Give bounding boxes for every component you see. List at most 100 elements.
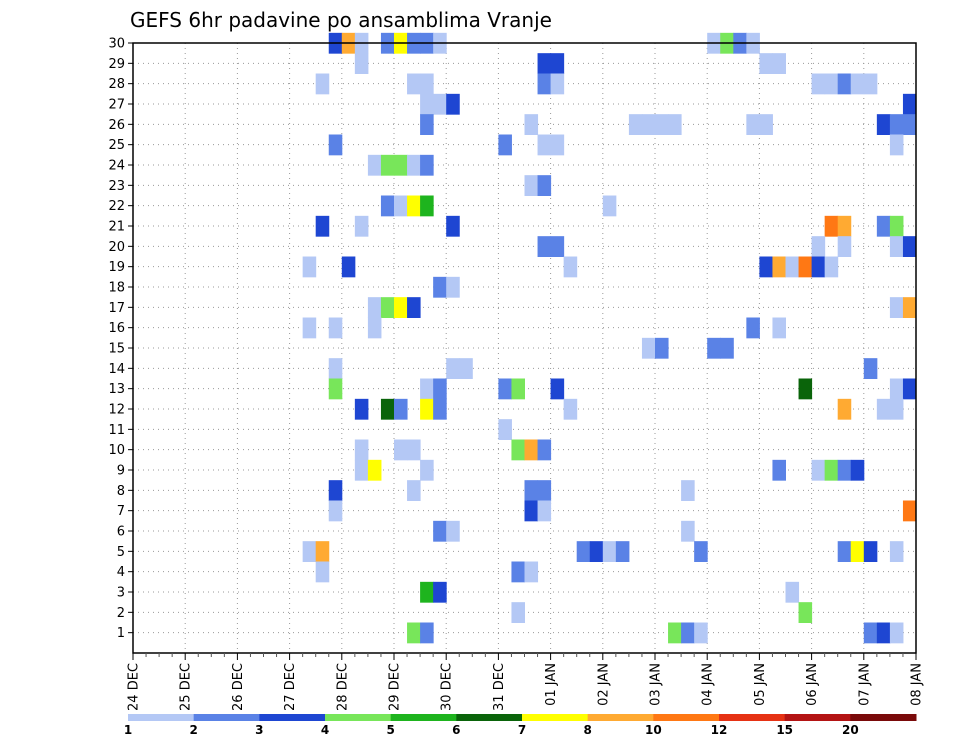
heatmap-cell: [407, 480, 421, 501]
heatmap-cell: [524, 114, 539, 135]
x-tick-label: 04 JAN: [701, 663, 716, 706]
heatmap-cell: [837, 541, 852, 562]
y-tick-label: 21: [108, 220, 125, 235]
y-tick-label: 2: [117, 606, 125, 621]
heatmap-cell: [420, 154, 434, 176]
heatmap-cell: [328, 317, 343, 339]
heatmap-cell: [380, 398, 395, 420]
heatmap-cell: [798, 256, 813, 278]
x-tick-label: 30 DEC: [440, 663, 455, 711]
heatmap-cell: [811, 256, 826, 278]
heatmap-cell: [537, 236, 552, 257]
y-tick-label: 6: [117, 525, 125, 540]
heatmap-cell: [407, 439, 421, 461]
colorbar-label: 2: [189, 723, 197, 737]
y-tick-label: 12: [108, 403, 125, 418]
heatmap-cell: [889, 134, 904, 156]
heatmap-cell: [394, 398, 408, 420]
heatmap-cell: [315, 73, 330, 95]
heatmap-cell: [811, 236, 826, 257]
heatmap-cell: [537, 53, 552, 74]
heatmap-cell: [394, 195, 408, 217]
heatmap-cell: [889, 622, 904, 644]
y-tick-label: 25: [108, 138, 125, 153]
y-tick-label: 10: [108, 443, 125, 458]
colorbar-legend: 1 2 3 4 5 6 7 8 10 12 15 20: [124, 714, 917, 737]
heatmap-cell: [380, 154, 395, 176]
heatmap-cell: [668, 114, 682, 135]
y-tick-label: 26: [108, 118, 125, 133]
heatmap-cell: [380, 195, 395, 217]
heatmap-cell: [863, 541, 878, 562]
x-tick-label: 01 JAN: [544, 663, 559, 706]
heatmap-cell: [354, 439, 369, 461]
y-axis: 1234567891011121314151617181920212223242…: [108, 37, 133, 641]
y-tick-label: 22: [108, 199, 125, 214]
heatmap-cell: [902, 236, 917, 257]
heatmap-cell: [681, 622, 695, 644]
heatmap-cell: [798, 602, 813, 623]
heatmap-cell: [420, 73, 434, 95]
heatmap-cell: [420, 622, 434, 644]
heatmap-cell: [380, 297, 395, 318]
heatmap-cell: [315, 561, 330, 583]
x-tick-label: 02 JAN: [596, 663, 611, 706]
heatmap-cell: [407, 195, 421, 217]
heatmap-cell: [433, 276, 447, 298]
y-tick-label: 8: [117, 484, 125, 499]
x-tick-label: 03 JAN: [649, 663, 664, 706]
heatmap-cell: [524, 439, 539, 461]
heatmap-cell: [315, 541, 330, 562]
y-tick-label: 24: [108, 159, 125, 174]
heatmap-cell: [407, 622, 421, 644]
heatmap-cell: [889, 297, 904, 318]
heatmap-cell: [537, 439, 552, 461]
heatmap-cell: [511, 561, 525, 583]
x-tick-label: 24 DEC: [127, 663, 142, 711]
heatmap-cell: [367, 317, 382, 339]
heatmap-cell: [837, 215, 852, 237]
x-tick-label: 25 DEC: [179, 663, 194, 711]
x-tick-label: 31 DEC: [492, 663, 507, 711]
heatmap-cell: [511, 439, 525, 461]
y-tick-label: 18: [108, 281, 125, 296]
heatmap-cell: [524, 480, 539, 501]
heatmap-cell: [524, 175, 539, 196]
heatmap-cell: [759, 53, 773, 74]
colorbar-label: 5: [386, 723, 394, 737]
heatmap-cell: [772, 256, 786, 278]
heatmap-cell: [302, 317, 317, 339]
y-tick-label: 15: [108, 342, 125, 357]
heatmap-cell: [863, 73, 878, 95]
heatmap-cell: [511, 602, 525, 623]
x-tick-label: 05 JAN: [753, 663, 768, 706]
heatmap-cell: [550, 134, 565, 156]
x-tick-label: 27 DEC: [283, 663, 298, 711]
heatmap-cell: [328, 378, 343, 400]
heatmap-cell: [537, 500, 552, 522]
heatmap-cell: [889, 398, 904, 420]
heatmap-cell: [889, 215, 904, 237]
x-tick-label: 08 JAN: [910, 663, 925, 706]
colorbar-swatch: [850, 714, 917, 721]
heatmap-cell: [433, 520, 447, 542]
colorbar-swatch: [390, 714, 457, 721]
colorbar-label: 6: [452, 723, 460, 737]
heatmap-cell: [902, 297, 917, 318]
heatmap-cell: [537, 175, 552, 196]
heatmap-cell: [420, 378, 434, 400]
x-tick-label: 28 DEC: [335, 663, 350, 711]
heatmap-cell: [824, 73, 839, 95]
colorbar-swatch: [784, 714, 851, 721]
heatmap-cell: [446, 358, 460, 379]
heatmap-cell: [524, 561, 539, 583]
y-tick-label: 11: [108, 423, 125, 438]
heatmap-cell: [589, 541, 604, 562]
x-tick-label: 26 DEC: [231, 663, 246, 711]
heatmap-cell: [824, 215, 839, 237]
heatmap-cell: [707, 337, 721, 359]
heatmap-cell: [863, 622, 878, 644]
heatmap-cell: [628, 114, 643, 135]
heatmap-cell: [315, 215, 330, 237]
